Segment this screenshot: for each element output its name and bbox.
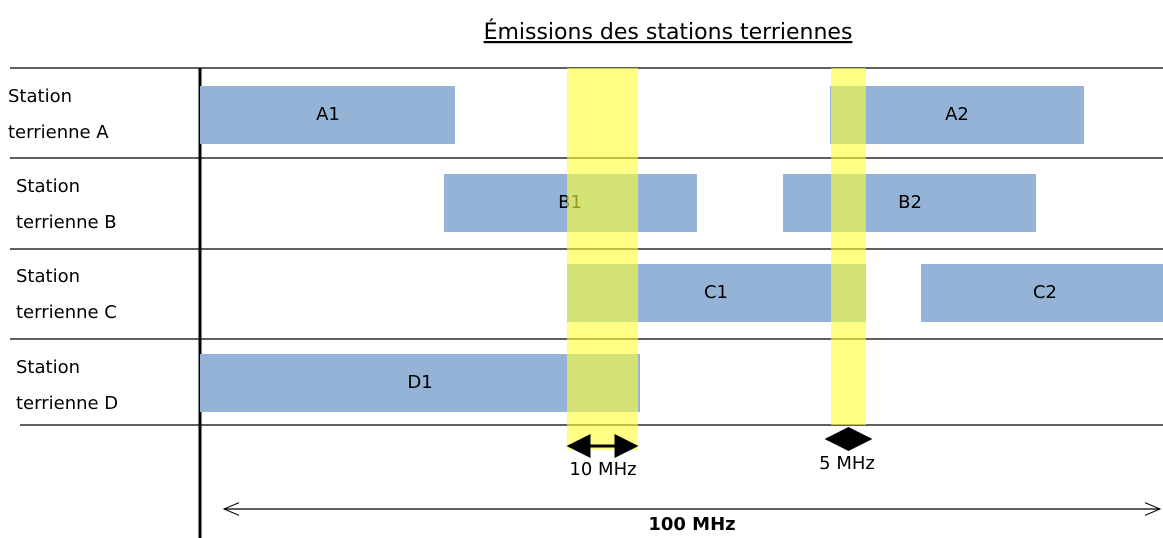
span-label: 100 MHz <box>648 514 735 535</box>
block-label: A1 <box>316 104 340 125</box>
row-label: terrienne D <box>16 393 118 414</box>
block <box>200 86 455 144</box>
block-label: C2 <box>1033 282 1057 303</box>
band-label: 10 MHz <box>569 459 636 480</box>
block-label: B2 <box>898 192 922 213</box>
row-label: Station <box>16 266 80 287</box>
block <box>200 354 640 412</box>
bands <box>567 68 866 450</box>
block-label: D1 <box>407 372 432 393</box>
row-label: terrienne C <box>16 302 117 323</box>
block <box>783 174 1036 232</box>
block <box>921 264 1163 322</box>
band <box>831 68 866 425</box>
block-label: C1 <box>704 282 728 303</box>
title: Émissions des stations terriennes <box>484 19 853 45</box>
band <box>567 68 638 450</box>
band-label: 5 MHz <box>819 453 875 474</box>
row-label: terrienne A <box>8 122 109 143</box>
block <box>830 86 1084 144</box>
row-label: Station <box>16 357 80 378</box>
row-label: terrienne B <box>16 212 117 233</box>
row-label: Station <box>16 176 80 197</box>
block-label: A2 <box>945 104 969 125</box>
row-label: Station <box>8 86 72 107</box>
